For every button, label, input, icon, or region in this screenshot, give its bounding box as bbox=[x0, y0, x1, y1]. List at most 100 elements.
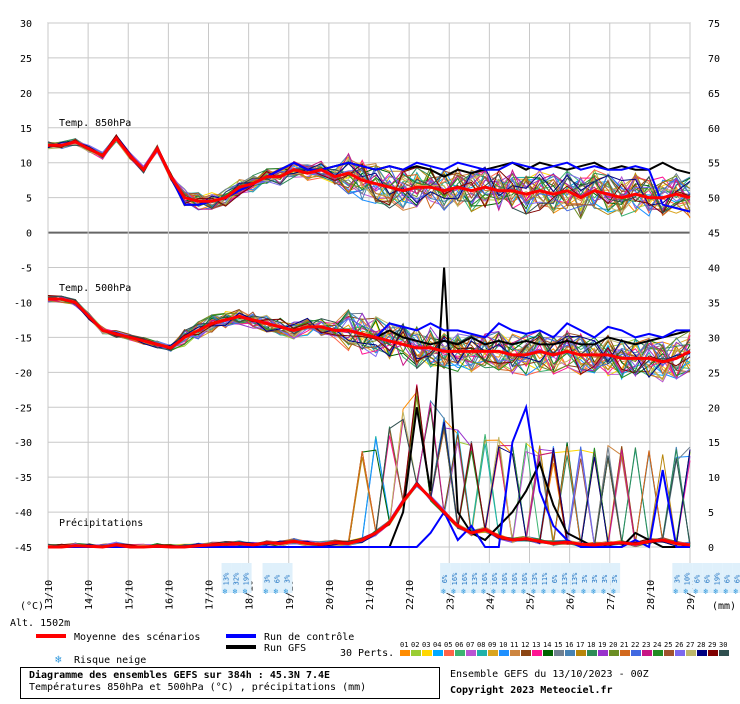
t850-label: Temp. 850hPa bbox=[59, 118, 131, 129]
snow-risk-bg bbox=[282, 563, 293, 593]
pert-number: 05 bbox=[444, 641, 452, 649]
snow-risk-value: 6% bbox=[693, 574, 701, 583]
legend: Moyenne des scénarios Run de contrôle Ru… bbox=[36, 631, 729, 666]
snowflake-icon: ❄ bbox=[683, 587, 688, 596]
snow-risk-bg bbox=[672, 563, 683, 593]
snow-risk-markers: 13%❄32%❄19%❄3%❄6%❄3%❄6%❄16%❄16%❄13%❄16%❄… bbox=[221, 563, 740, 596]
pert-swatch bbox=[455, 650, 465, 656]
snow-risk-bg bbox=[570, 563, 581, 593]
altitude-label: Alt. 1502m bbox=[10, 618, 70, 629]
pert-swatch bbox=[400, 650, 410, 656]
pert-number: 24 bbox=[653, 641, 661, 649]
x-tick-label: 14/10 bbox=[84, 580, 95, 610]
x-tick-label: 18/10 bbox=[245, 580, 256, 610]
x-tick-label: 20/10 bbox=[325, 580, 336, 610]
snow-risk-value: 16% bbox=[461, 572, 469, 585]
perturbation-line bbox=[47, 297, 691, 378]
pert-swatch bbox=[554, 650, 564, 656]
x-tick-label: 28/10 bbox=[646, 580, 657, 610]
snowflake-icon: ❄ bbox=[441, 587, 446, 596]
pert-swatch bbox=[697, 650, 707, 656]
x-tick-label: 21/10 bbox=[365, 580, 376, 610]
right-tick-label: 30 bbox=[708, 333, 720, 344]
right-tick-label: 35 bbox=[708, 298, 720, 309]
series-line-precip bbox=[48, 481, 691, 549]
pert-swatch bbox=[587, 650, 597, 656]
pert-number: 06 bbox=[455, 641, 463, 649]
right-tick-label: 60 bbox=[708, 124, 720, 135]
perturbation-line bbox=[47, 295, 691, 374]
snow-risk-value: 13% bbox=[471, 572, 479, 585]
snow-risk-value: 11% bbox=[541, 572, 549, 585]
pert-number: 28 bbox=[697, 641, 705, 649]
snowflake-icon: ❄ bbox=[611, 587, 616, 596]
pert-number: 14 bbox=[543, 641, 551, 649]
snowflake-icon: ❄ bbox=[223, 587, 228, 596]
snow-risk-bg bbox=[520, 563, 531, 593]
snow-risk-bg bbox=[272, 563, 283, 593]
pert-number: 21 bbox=[620, 641, 628, 649]
snow-risk-bg bbox=[460, 563, 471, 593]
right-tick-label: 75 bbox=[708, 19, 720, 30]
snow-risk-bg bbox=[580, 563, 591, 593]
snow-risk-value: 3% bbox=[264, 574, 272, 583]
left-tick-label: -15 bbox=[14, 333, 32, 344]
right-tick-label: 20 bbox=[708, 403, 720, 414]
pert-number: 07 bbox=[466, 641, 474, 649]
snow-risk-bg bbox=[241, 563, 252, 593]
x-tick-label: 24/10 bbox=[485, 580, 496, 610]
pert-number: 20 bbox=[609, 641, 617, 649]
snow-risk-value: 16% bbox=[501, 572, 509, 585]
snow-risk-value: 3% bbox=[601, 574, 609, 583]
right-axis-unit: (mm) bbox=[712, 601, 736, 612]
snowflake-icon: ❄ bbox=[673, 587, 678, 596]
snow-risk-bg bbox=[490, 563, 501, 593]
pert-number: 26 bbox=[675, 641, 683, 649]
pert-swatch bbox=[664, 650, 674, 656]
series-line-t500 bbox=[48, 297, 691, 364]
left-tick-label: -10 bbox=[14, 298, 32, 309]
snowflake-icon: ❄ bbox=[531, 587, 536, 596]
pert-number: 27 bbox=[686, 641, 694, 649]
pert-swatch bbox=[466, 650, 476, 656]
pert-swatch bbox=[510, 650, 520, 656]
snow-risk-value: 16% bbox=[491, 572, 499, 585]
right-tick-label: 10 bbox=[708, 473, 720, 484]
snow-risk-value: 3% bbox=[591, 574, 599, 583]
snow-risk-value: 16% bbox=[521, 572, 529, 585]
left-tick-label: 30 bbox=[20, 19, 32, 30]
left-tick-label: -30 bbox=[14, 438, 32, 449]
pert-number: 10 bbox=[499, 641, 507, 649]
snow-risk-value: 16% bbox=[511, 572, 519, 585]
snow-risk-value: 16% bbox=[481, 572, 489, 585]
snow-risk-bg bbox=[560, 563, 571, 593]
x-tick-label: 16/10 bbox=[164, 580, 175, 610]
snow-risk-value: 19% bbox=[713, 572, 721, 585]
pert-swatch bbox=[422, 650, 432, 656]
snowflake-icon: ❄ bbox=[55, 653, 62, 666]
pert-number: 19 bbox=[598, 641, 606, 649]
pert-swatch bbox=[477, 650, 487, 656]
right-tick-label: 0 bbox=[708, 543, 714, 554]
x-tick-label: 25/10 bbox=[526, 580, 537, 610]
perturbation-legend: 01 02 03 04 05 06 07 08 09 10 11 12 13 14 15 16 17 18 19 20… bbox=[400, 641, 729, 656]
pert-number: 12 bbox=[521, 641, 529, 649]
pert-swatch bbox=[543, 650, 553, 656]
pert-number: 01 bbox=[400, 641, 408, 649]
snow-risk-bg bbox=[600, 563, 611, 593]
snowflake-icon: ❄ bbox=[511, 587, 516, 596]
legend-perts-label: 30 Perts. bbox=[340, 648, 394, 659]
pert-number: 23 bbox=[642, 641, 650, 649]
left-tick-label: -20 bbox=[14, 368, 32, 379]
snowflake-icon: ❄ bbox=[713, 587, 718, 596]
pert-swatch bbox=[631, 650, 641, 656]
left-tick-label: 10 bbox=[20, 159, 32, 170]
snow-risk-bg bbox=[722, 563, 733, 593]
legend-mean-label: Moyenne des scénarios bbox=[74, 631, 200, 643]
left-tick-label: -5 bbox=[20, 264, 32, 275]
snow-risk-bg bbox=[712, 563, 723, 593]
pert-swatch bbox=[719, 650, 729, 656]
snow-risk-value: 3% bbox=[611, 574, 619, 583]
pert-swatch bbox=[653, 650, 663, 656]
